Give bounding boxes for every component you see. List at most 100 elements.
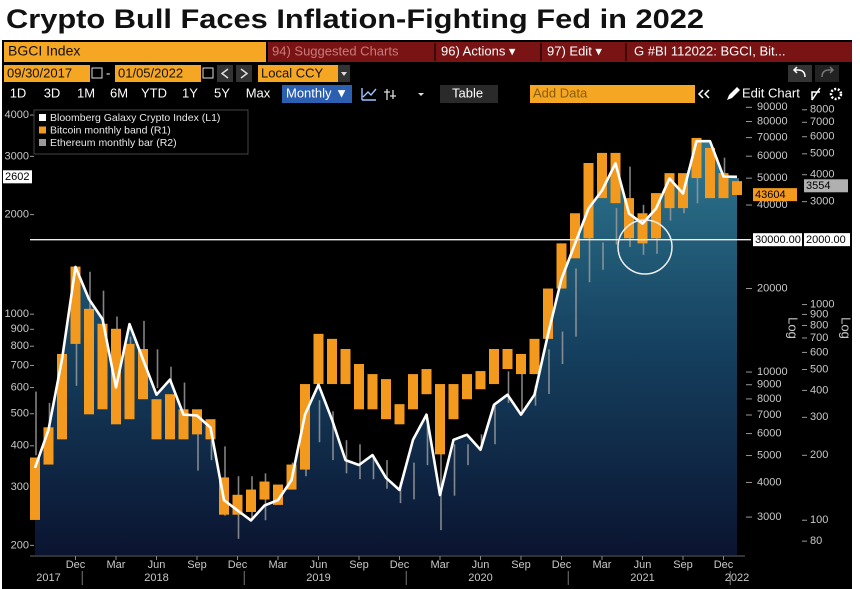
y3-tick-label: 300: [810, 411, 828, 423]
period-button[interactable]: Max: [246, 85, 271, 100]
bitcoin-band: [664, 173, 675, 209]
redo-button[interactable]: [815, 65, 839, 82]
actions-menu[interactable]: 96) Actions ▾: [441, 43, 516, 58]
bitcoin-band: [421, 369, 432, 395]
bitcoin-band: [516, 353, 526, 375]
period-button[interactable]: 1D: [10, 85, 27, 100]
x-tick-label: Mar: [269, 559, 288, 571]
bitcoin-band: [232, 494, 243, 515]
y3-tick-label: 700: [810, 332, 828, 344]
x-tick-label: Dec: [228, 559, 248, 571]
bitcoin-band: [178, 409, 189, 440]
bitcoin-band: [84, 308, 94, 415]
y2-tick-label: 9000: [757, 379, 781, 391]
y3-scale-label: Log: [839, 317, 854, 339]
calendar-icon[interactable]: [202, 67, 214, 79]
period-button[interactable]: YTD: [141, 85, 167, 100]
y2-tick-label: 5000: [757, 449, 781, 461]
currency: Local CCY: [261, 65, 323, 80]
end-date: 01/05/2022: [118, 65, 183, 80]
frequency-box[interactable]: [282, 85, 352, 103]
y2-tick-label: 8000: [757, 393, 781, 405]
undo-icon: [792, 66, 806, 78]
currency-box[interactable]: [258, 65, 338, 82]
bitcoin-band: [300, 384, 310, 470]
bitcoin-band: [610, 152, 621, 204]
y2-tick-label: 3000: [757, 511, 781, 523]
next-arrow: [240, 68, 249, 79]
bitcoin-band: [448, 384, 459, 420]
bitcoin-band: [165, 394, 175, 440]
year-label: 2018: [144, 572, 168, 584]
y-tick-label: 4000: [5, 109, 29, 121]
y2-tick-label: 10000: [757, 366, 788, 378]
x-tick-label: Sep: [511, 559, 531, 571]
y-tick-label: 1000: [5, 308, 29, 320]
reference-label-box: [753, 233, 802, 247]
calendar-icon[interactable]: [91, 67, 103, 79]
redo-icon: [821, 66, 835, 78]
y2-tick-label: 4000: [757, 476, 781, 488]
x-tick-label: Mar: [593, 559, 612, 571]
bitcoin-band: [43, 427, 54, 465]
year-label: 2020: [468, 572, 492, 584]
security-box[interactable]: [4, 42, 266, 62]
expand-icon[interactable]: [811, 87, 821, 101]
undo-button[interactable]: [788, 65, 812, 82]
bitcoin-band: [259, 481, 270, 500]
y3-tick-label: 8000: [810, 104, 834, 116]
y3-tick-label: 200: [810, 449, 828, 461]
bitcoin-band: [138, 348, 148, 400]
bitcoin-band: [30, 457, 40, 520]
period-button[interactable]: 5Y: [214, 85, 230, 100]
period-button[interactable]: 3D: [44, 85, 61, 100]
prev-button[interactable]: [217, 65, 233, 82]
bitcoin-band: [718, 173, 729, 199]
settings-icon[interactable]: [829, 87, 843, 101]
line-icon[interactable]: [361, 88, 377, 101]
y2-tick-label: 40000: [757, 199, 788, 211]
period-button[interactable]: 1M: [77, 85, 95, 100]
edit-menu[interactable]: 97) Edit ▾: [547, 43, 602, 58]
y2-tick-label: 90000: [757, 101, 788, 113]
y2-scale-label: Log: [786, 317, 801, 339]
dropdown-arrow[interactable]: [418, 93, 424, 96]
bitcoin-band: [97, 323, 108, 410]
x-tick-label: Dec: [714, 559, 734, 571]
period-button[interactable]: 6M: [110, 85, 128, 100]
bitcoin-band: [529, 338, 540, 375]
bar-icon[interactable]: [384, 89, 396, 100]
last-value-label: 3554: [806, 180, 830, 192]
start-date-box[interactable]: [4, 65, 90, 82]
y2-tick-label: 80000: [757, 115, 788, 127]
y-tick-label: 2000: [5, 209, 29, 221]
prev-arrow: [220, 68, 229, 79]
suggested-charts[interactable]: 94) Suggested Charts: [272, 43, 399, 58]
legend-label: Bitcoin monthly band (R1): [50, 124, 171, 136]
table-button[interactable]: [440, 85, 498, 103]
end-date-box[interactable]: [115, 65, 201, 82]
bitcoin-band: [583, 162, 594, 239]
bitcoin-band: [732, 181, 742, 196]
edit-chart[interactable]: Edit Chart: [742, 85, 800, 100]
bitcoin-band: [246, 489, 256, 512]
dropdown-arrow: [341, 72, 347, 76]
bitcoin-band: [192, 409, 202, 435]
bitcoin-band: [489, 348, 499, 385]
bitcoin-band: [597, 152, 607, 199]
x-tick-label: Sep: [349, 559, 369, 571]
bitcoin-band: [462, 374, 472, 400]
table: Table: [452, 85, 483, 100]
collapse-icon[interactable]: [697, 89, 710, 99]
x-tick-label: Jun: [472, 559, 490, 571]
bitcoin-band: [57, 353, 67, 440]
year-label: 2019: [306, 572, 330, 584]
y3-tick-label: 80: [810, 535, 822, 547]
next-button[interactable]: [236, 65, 252, 82]
y3-tick-label: 3000: [810, 196, 834, 208]
add-data-box[interactable]: [530, 85, 695, 103]
bitcoin-band: [637, 213, 648, 244]
period-button[interactable]: 1Y: [182, 85, 198, 100]
reference-label: 30000.00: [755, 234, 801, 246]
